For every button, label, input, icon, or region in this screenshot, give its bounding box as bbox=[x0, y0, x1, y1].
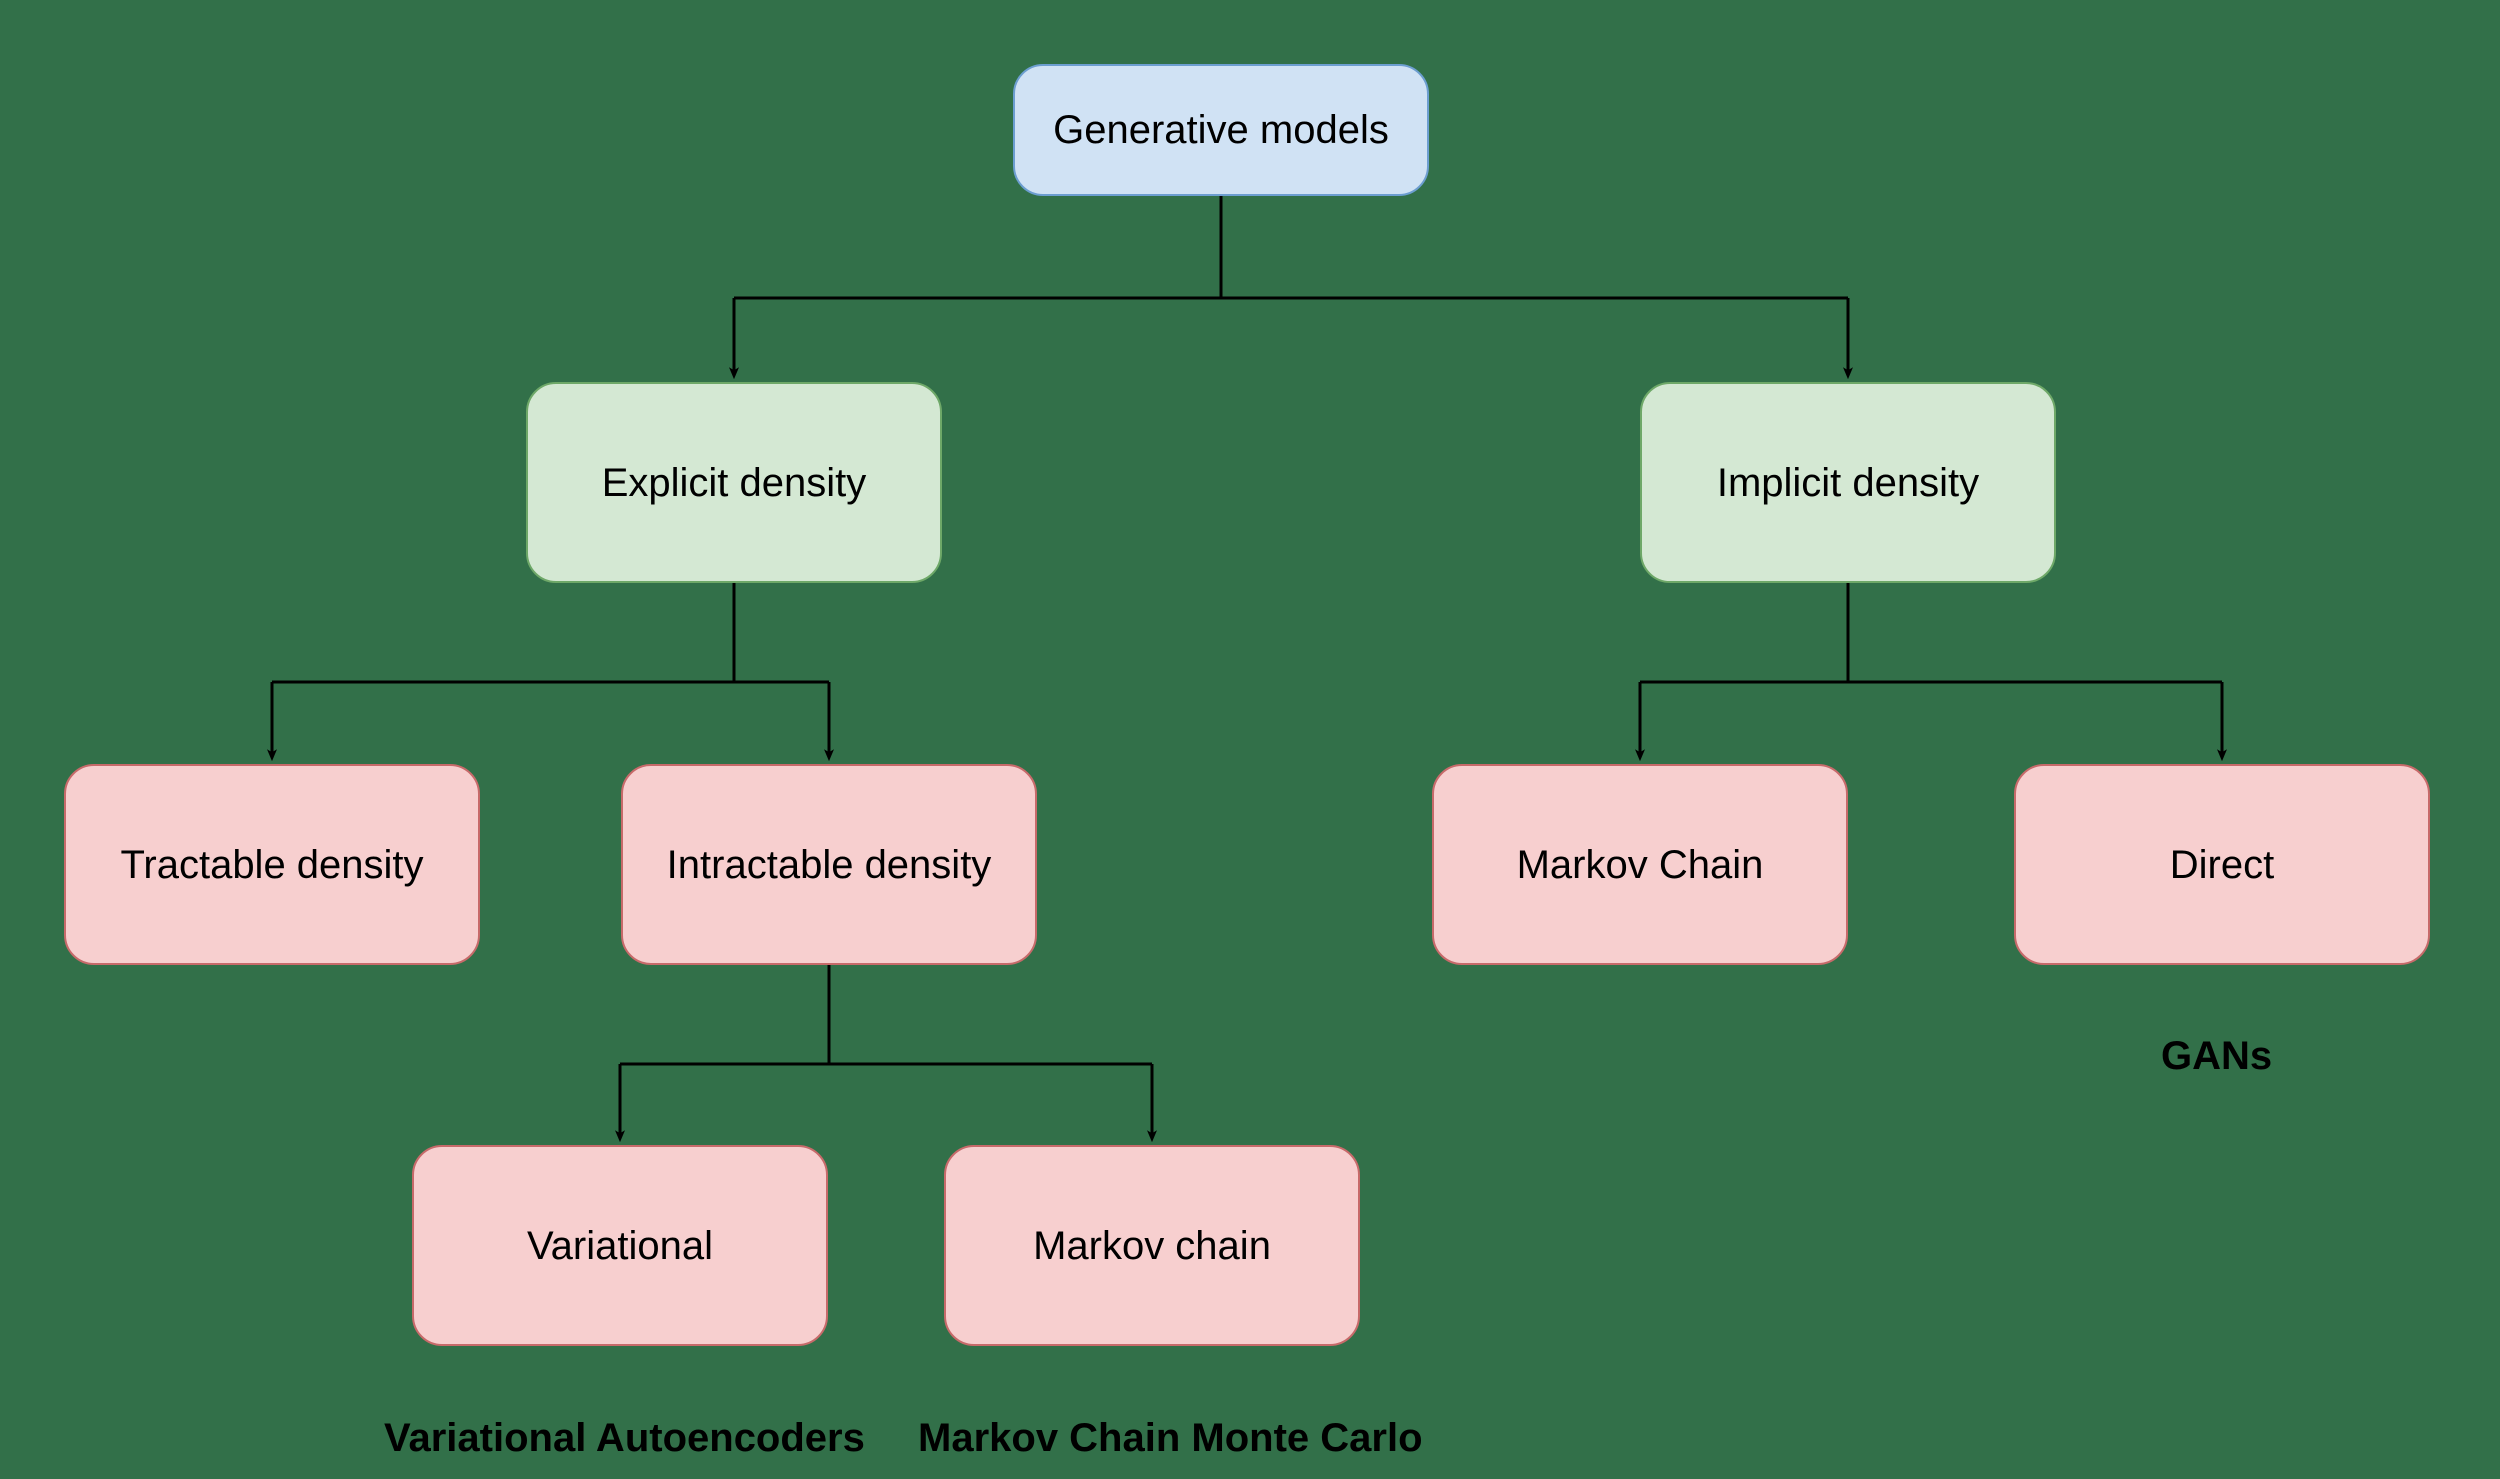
node-label: Direct bbox=[2170, 842, 2274, 888]
node-explicit-density: Explicit density bbox=[526, 382, 942, 583]
node-variational: Variational bbox=[412, 1145, 828, 1346]
caption-variational-autoencoders: Variational Autoencoders bbox=[384, 1416, 865, 1461]
node-markov-chain-implicit: Markov Chain bbox=[1432, 764, 1848, 965]
caption-gans: GANs bbox=[2161, 1034, 2272, 1079]
node-label: Explicit density bbox=[602, 460, 867, 506]
node-label: Generative models bbox=[1053, 107, 1389, 153]
node-label: Markov chain bbox=[1033, 1223, 1271, 1269]
node-implicit-density: Implicit density bbox=[1640, 382, 2056, 583]
node-tractable-density: Tractable density bbox=[64, 764, 480, 965]
node-markov-chain-explicit: Markov chain bbox=[944, 1145, 1360, 1346]
node-intractable-density: Intractable density bbox=[621, 764, 1037, 965]
node-label: Tractable density bbox=[120, 842, 423, 888]
node-label: Variational bbox=[527, 1223, 713, 1269]
caption-markov-chain-monte-carlo: Markov Chain Monte Carlo bbox=[918, 1416, 1423, 1461]
diagram-stage: Generative models Explicit density Impli… bbox=[0, 0, 2500, 1479]
node-label: Markov Chain bbox=[1517, 842, 1764, 888]
node-label: Implicit density bbox=[1717, 460, 1979, 506]
node-generative-models: Generative models bbox=[1013, 64, 1429, 196]
node-label: Intractable density bbox=[667, 842, 992, 888]
node-direct: Direct bbox=[2014, 764, 2430, 965]
